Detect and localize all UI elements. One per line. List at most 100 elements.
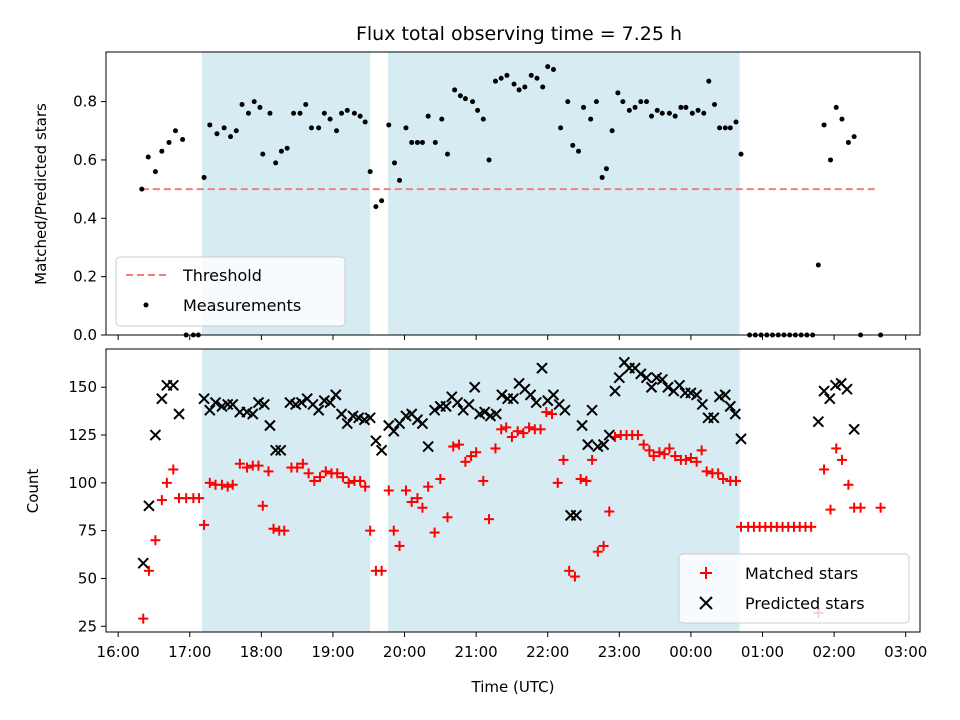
measurement-point	[267, 110, 273, 116]
matched-star-marker	[234, 458, 245, 469]
measurement-point	[409, 139, 415, 145]
matched-star-marker	[406, 496, 417, 507]
x-tick-label: 22:00	[526, 643, 569, 661]
measurement-point	[588, 116, 594, 122]
measurement-point	[386, 122, 392, 128]
measurement-point	[327, 116, 333, 122]
predicted-star-marker	[209, 396, 222, 409]
measurement-point	[615, 90, 621, 96]
matched-star-marker	[855, 502, 866, 513]
measurement-point	[626, 107, 632, 113]
measurement-point	[303, 102, 309, 108]
measurement-point	[145, 154, 151, 160]
measurement-point	[414, 139, 420, 145]
matched-star-marker	[194, 493, 205, 504]
counts-y-ticks: 25 50 75 100 125 150	[68, 378, 106, 635]
predicted-star-marker	[173, 408, 185, 420]
measurements-legend-swatch	[143, 302, 149, 308]
shaded-span-1	[201, 349, 371, 632]
measurement-point	[273, 160, 279, 166]
x-tick-label: 03:00	[884, 643, 927, 661]
predicted-star-marker	[582, 438, 594, 451]
measurement-point	[221, 125, 227, 131]
matched-star-marker	[417, 502, 428, 513]
measurement-point	[851, 134, 857, 140]
predicted-legend-label: Predicted stars	[745, 594, 865, 613]
predicted-star-marker	[690, 389, 703, 401]
predicted-star-marker	[570, 509, 583, 522]
predicted-star-marker	[451, 396, 464, 409]
matched-star-marker	[632, 430, 643, 441]
matched-star-marker	[435, 474, 446, 485]
predicted-star-marker	[198, 393, 210, 405]
measurement-point	[339, 110, 345, 116]
predicted-star-marker	[696, 398, 709, 411]
matched-star-marker	[376, 565, 387, 576]
predicted-star-marker	[656, 373, 668, 386]
predicted-star-marker	[719, 389, 731, 401]
matched-star-marker	[471, 447, 482, 458]
measurement-point	[712, 102, 718, 108]
predicted-star-marker	[137, 557, 149, 569]
predicted-star-marker	[603, 429, 615, 441]
predicted-star-marker	[530, 396, 542, 409]
ratio-legend: Threshold Measurements	[115, 256, 346, 327]
matched-star-marker	[453, 439, 464, 450]
measurement-point	[392, 160, 398, 166]
shaded-span-2	[388, 52, 740, 335]
matched-star-marker	[460, 456, 471, 467]
matched-star-marker	[569, 571, 580, 582]
measurement-point	[475, 107, 481, 113]
predicted-star-marker	[143, 500, 155, 512]
measurement-point	[297, 110, 303, 116]
y-tick-label: 125	[68, 426, 97, 444]
measurement-point	[397, 177, 403, 183]
matched-star-marker	[253, 460, 264, 471]
predicted-star-marker	[149, 429, 162, 441]
matched-star-marker	[836, 454, 847, 465]
matched-star-marker	[466, 451, 477, 462]
measurement-point	[457, 93, 463, 99]
predicted-star-marker	[269, 444, 282, 457]
matched-star-marker	[680, 454, 691, 465]
measurement-point	[444, 151, 450, 157]
matched-star-marker	[604, 506, 615, 517]
matched-star-marker	[659, 449, 670, 460]
matched-star-marker	[701, 466, 712, 477]
matched-star-marker	[518, 428, 529, 439]
measurement-point	[172, 128, 178, 134]
measurement-point	[545, 64, 551, 70]
matched-star-marker	[204, 477, 215, 488]
matched-star-marker	[825, 504, 836, 515]
matched-star-marker	[199, 519, 210, 530]
measurement-point	[672, 113, 678, 119]
predicted-star-marker	[824, 393, 836, 405]
matched-star-marker	[541, 407, 552, 418]
predicted-star-marker	[818, 385, 830, 397]
x-tick-label: 16:00	[97, 643, 140, 661]
matched-star-marker	[654, 447, 665, 458]
measurement-point	[666, 110, 672, 116]
measurement-point	[599, 174, 605, 180]
predicted-star-marker	[274, 444, 287, 457]
matched-star-marker	[400, 485, 411, 496]
matched-star-marker	[156, 495, 167, 506]
matched-star-marker	[279, 525, 290, 536]
measurement-point	[357, 113, 363, 119]
threshold-legend-label: Threshold	[182, 266, 262, 285]
ratio-y-label: Matched/Predicted stars	[32, 103, 50, 285]
x-tick-label: 00:00	[669, 643, 712, 661]
measurement-point	[516, 87, 522, 93]
y-tick-label: 0.2	[73, 268, 97, 286]
measurement-point	[321, 110, 327, 116]
predicted-star-marker	[370, 435, 382, 447]
matched-star-marker	[355, 475, 366, 486]
matched-star-marker	[143, 565, 154, 576]
matched-star-marker	[423, 481, 434, 492]
measurement-point	[839, 116, 845, 122]
predicted-star-marker	[673, 379, 686, 392]
measurement-point	[257, 104, 263, 110]
matched-star-marker	[343, 477, 354, 488]
measurement-point	[828, 157, 834, 163]
measurement-point	[498, 75, 504, 81]
